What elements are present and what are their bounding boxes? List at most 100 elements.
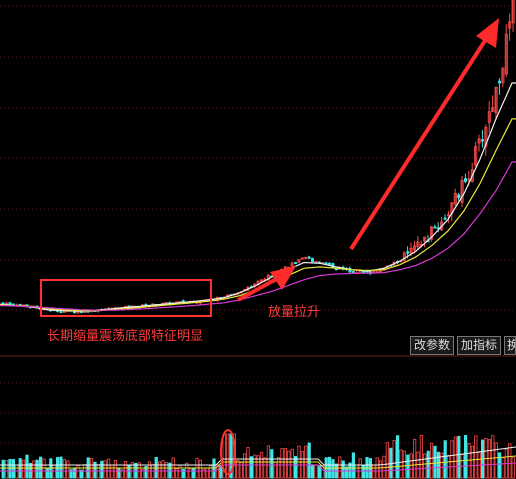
candle-body bbox=[460, 179, 464, 203]
volume-bar bbox=[290, 448, 294, 479]
candlestick-series bbox=[1, 0, 515, 314]
volume-bar bbox=[1, 459, 5, 479]
volume-bar bbox=[15, 464, 19, 479]
volume-bar bbox=[246, 447, 250, 479]
volume-bar bbox=[392, 440, 396, 479]
candle-body bbox=[293, 262, 297, 264]
volume-bar bbox=[219, 465, 223, 479]
volume-bar bbox=[440, 452, 444, 479]
volume-bar bbox=[344, 466, 349, 479]
volume-bar bbox=[62, 459, 67, 479]
volume-bar bbox=[140, 469, 145, 479]
volume-bar bbox=[443, 440, 447, 479]
volume-bar bbox=[283, 448, 288, 479]
volume-bar bbox=[450, 440, 454, 479]
candle-body bbox=[402, 252, 406, 261]
volume-bar bbox=[412, 438, 417, 479]
ma-magenta-line bbox=[0, 161, 516, 311]
candle-body bbox=[412, 245, 416, 251]
add-indicator-button[interactable]: 加指标 bbox=[456, 336, 501, 355]
candle-body bbox=[11, 303, 15, 306]
volume-bar bbox=[385, 442, 390, 479]
volume-bar bbox=[52, 464, 56, 479]
candle-body bbox=[409, 247, 413, 254]
volume-bar bbox=[249, 456, 253, 479]
volume-bar bbox=[463, 435, 468, 479]
candle-body bbox=[8, 302, 12, 305]
volume-bar bbox=[355, 464, 359, 479]
edit-params-button[interactable]: 改参数 bbox=[409, 336, 454, 355]
candle-body bbox=[487, 111, 491, 123]
candle-body bbox=[79, 311, 83, 314]
candle-body bbox=[300, 257, 304, 260]
volume-ma-yellow bbox=[0, 455, 516, 469]
candle-body bbox=[423, 236, 427, 242]
volume-bar bbox=[225, 433, 230, 479]
volume-bar bbox=[314, 464, 318, 479]
candle-body bbox=[504, 33, 508, 75]
volume-bar bbox=[511, 457, 515, 479]
candle-body bbox=[470, 169, 474, 182]
candle-body bbox=[307, 256, 311, 259]
volume-bar bbox=[280, 448, 284, 479]
candle-body bbox=[494, 86, 498, 114]
candle-body bbox=[457, 194, 461, 199]
volume-bar bbox=[321, 465, 325, 479]
volume-bar bbox=[103, 460, 107, 479]
volume-bar bbox=[174, 468, 179, 479]
volume-bar bbox=[42, 458, 46, 479]
volume-bar bbox=[147, 461, 151, 479]
candle-body bbox=[416, 241, 420, 248]
volume-bar bbox=[317, 464, 322, 479]
candle-body bbox=[491, 107, 495, 113]
volume-bar bbox=[137, 462, 141, 479]
volume-bar bbox=[208, 465, 213, 479]
volume-bar bbox=[69, 469, 73, 479]
volume-bar bbox=[21, 459, 26, 479]
volume-bar bbox=[144, 465, 148, 479]
volume-bar bbox=[205, 467, 209, 479]
volume-bar bbox=[191, 468, 196, 479]
candle-body bbox=[290, 262, 294, 267]
candle-body bbox=[480, 139, 484, 142]
volume-bar bbox=[198, 459, 202, 479]
volume-average-lines bbox=[0, 446, 516, 472]
candle-body bbox=[266, 274, 270, 281]
next-indicator-button[interactable]: 换 bbox=[504, 336, 516, 355]
volume-bar bbox=[399, 449, 403, 479]
volume-grid bbox=[0, 382, 516, 444]
volume-bar bbox=[178, 465, 182, 479]
consolidation-box bbox=[40, 279, 212, 317]
volume-bar bbox=[253, 454, 257, 479]
volume-bar bbox=[5, 460, 9, 479]
volume-bar bbox=[433, 445, 437, 479]
volume-bar bbox=[494, 442, 498, 479]
volume-bar bbox=[276, 457, 281, 479]
volume-bar bbox=[242, 453, 247, 479]
volume-surge-circle bbox=[220, 429, 236, 475]
volume-bar bbox=[113, 460, 117, 479]
candle-body bbox=[484, 127, 488, 147]
breakout-label: 放量拉升 bbox=[268, 305, 320, 320]
volume-bar bbox=[161, 460, 165, 479]
candle-body bbox=[477, 138, 481, 144]
price-grid bbox=[0, 5, 516, 311]
volume-bar bbox=[310, 464, 315, 479]
candle-body bbox=[59, 311, 63, 314]
volume-bar bbox=[457, 435, 461, 479]
volume-bar bbox=[11, 459, 15, 479]
volume-bar bbox=[25, 454, 29, 479]
volume-bar bbox=[474, 435, 478, 479]
volume-bar bbox=[409, 453, 413, 479]
volume-bar bbox=[124, 461, 128, 479]
volume-bar bbox=[93, 461, 97, 479]
volume-bar bbox=[236, 460, 240, 479]
candle-body bbox=[406, 251, 410, 254]
volume-bar bbox=[395, 435, 400, 479]
volume-bar bbox=[429, 442, 434, 479]
volume-bar bbox=[501, 457, 505, 479]
volume-bar bbox=[497, 452, 502, 479]
candle-body bbox=[443, 217, 447, 220]
candle-body bbox=[361, 271, 365, 273]
ma-white-line bbox=[0, 82, 516, 312]
